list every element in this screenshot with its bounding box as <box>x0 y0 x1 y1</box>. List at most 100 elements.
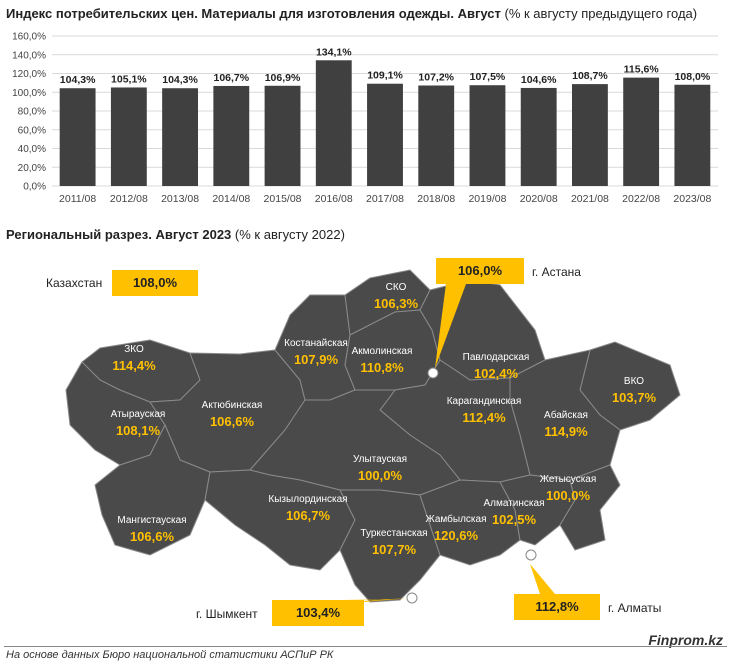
region-name-abay: Абайская <box>544 409 588 421</box>
city-marker-shymkent <box>406 592 418 604</box>
chart-title: Индекс потребительских цен. Материалы дл… <box>6 6 697 21</box>
region-value-vko: 103,7% <box>612 390 657 405</box>
x-tick-label: 2020/08 <box>520 193 558 205</box>
city-label-almaty: г. Алматы <box>608 601 662 615</box>
bar-value-label: 108,7% <box>572 70 608 82</box>
bar <box>674 84 711 186</box>
city-markers <box>342 284 555 604</box>
region-title: Региональный разрез. Август 2023 (% к ав… <box>6 227 345 242</box>
region-value-zko: 114,4% <box>112 358 156 373</box>
region-value-kyzylorda: 106,7% <box>286 508 331 523</box>
brand-logo: Finprom.kz <box>648 632 723 648</box>
x-tick-label: 2017/08 <box>366 193 404 205</box>
region-name-sko: СКО <box>386 282 407 293</box>
region-name-akmola: Акмолинская <box>352 346 413 357</box>
region-value-ulytau: 100,0% <box>358 468 403 483</box>
region-value-karaganda: 112,4% <box>462 410 506 425</box>
region-value-zhambyl: 120,6% <box>434 528 479 543</box>
source-note: На основе данных Бюро национальной стати… <box>6 649 334 661</box>
bar-value-label: 108,0% <box>675 71 711 83</box>
bar <box>418 85 455 186</box>
region-value-pavlodar: 102,4% <box>474 366 519 381</box>
bar-value-label: 106,7% <box>213 72 249 84</box>
y-tick-label: 120,0% <box>12 69 46 80</box>
region-value-almaty-region: 102,5% <box>492 512 537 527</box>
region-name-atyrau: Атырауская <box>111 409 166 420</box>
bar-value-label: 104,3% <box>162 74 198 86</box>
bar-value-label: 115,6% <box>624 64 660 76</box>
bar-value-label: 107,5% <box>470 71 506 83</box>
x-tick-label: 2015/08 <box>264 193 302 205</box>
region-value-sko: 106,3% <box>374 296 419 311</box>
bar <box>571 84 608 186</box>
y-tick-label: 60,0% <box>18 125 46 136</box>
map-regions <box>65 269 681 603</box>
y-tick-label: 140,0% <box>12 50 46 61</box>
region-name-zhambyl: Жамбылская <box>426 513 487 525</box>
region-name-karaganda: Карагандинская <box>447 396 522 407</box>
region-title-bold: Региональный разрез. Август 2023 <box>6 227 232 242</box>
x-tick-label: 2013/08 <box>161 193 199 205</box>
region-title-normal: (% к августу 2022) <box>231 227 345 242</box>
region-value-atyrau: 108,1% <box>116 423 161 438</box>
region-name-zko: ЗКО <box>124 344 144 355</box>
y-tick-label: 20,0% <box>18 163 46 174</box>
callout-pointer-almaty <box>530 564 555 594</box>
x-tick-label: 2018/08 <box>417 193 455 205</box>
chart-title-normal: (% к августу предыдущего года) <box>500 6 698 21</box>
x-tick-label: 2021/08 <box>571 193 609 205</box>
region-name-zhetysu: Жетысуская <box>540 474 597 485</box>
region-shape-turkestan <box>339 489 441 603</box>
region-value-kostanay: 107,9% <box>294 352 339 367</box>
bar-chart: 0,0% 20,0% 40,0% 60,0% 80,0% 100,0% 120,0% 140,… <box>12 32 718 205</box>
city-value-astana: 106,0% <box>436 258 524 284</box>
bar <box>162 88 199 186</box>
x-tick-label: 2012/08 <box>110 193 148 205</box>
bar-value-label: 109,1% <box>367 70 403 82</box>
x-tick-label: 2019/08 <box>468 193 506 205</box>
chart-title-bold: Индекс потребительских цен. Материалы дл… <box>6 6 501 21</box>
bar <box>59 88 96 186</box>
region-shape-zhetysu <box>559 464 621 551</box>
region-value-mangystau: 106,6% <box>130 529 175 544</box>
kazakhstan-value: 108,0% <box>112 270 198 296</box>
region-name-mangystau: Мангистауская <box>117 515 186 526</box>
x-tick-label: 2022/08 <box>622 193 660 205</box>
bar-value-label: 104,6% <box>521 74 557 86</box>
region-name-kyzylorda: Кызылординская <box>268 494 347 505</box>
y-tick-label: 40,0% <box>18 144 46 155</box>
city-value-shymkent: 103,4% <box>272 600 364 626</box>
region-name-kostanay: Костанайская <box>284 338 348 349</box>
city-value-almaty: 112,8% <box>514 594 600 620</box>
x-tick-label: 2016/08 <box>315 193 353 205</box>
city-label-shymkent: г. Шымкент <box>196 607 258 621</box>
bar-value-label: 104,3% <box>60 74 96 86</box>
y-tick-label: 160,0% <box>12 32 46 43</box>
region-name-almaty-region: Алматинская <box>484 498 545 509</box>
city-label-astana: г. Астана <box>532 265 581 279</box>
region-name-ulytau: Улытауская <box>353 454 407 465</box>
region-name-turkestan: Туркестанская <box>360 528 427 539</box>
bar <box>623 77 660 186</box>
x-tick-label: 2014/08 <box>212 193 250 205</box>
footer-divider <box>4 646 727 647</box>
bar-value-label: 105,1% <box>111 73 147 85</box>
bar <box>315 60 352 186</box>
x-tick-label: 2023/08 <box>673 193 711 205</box>
region-value-zhetysu: 100,0% <box>546 488 591 503</box>
region-value-akmola: 110,8% <box>360 360 404 375</box>
y-tick-label: 0,0% <box>23 182 46 193</box>
x-tick-label: 2011/08 <box>59 193 96 205</box>
region-name-vko: ВКО <box>624 376 644 387</box>
region-shape-zhambyl <box>419 479 521 566</box>
city-marker-almaty <box>525 549 537 561</box>
bar-value-label: 134,1% <box>316 46 352 58</box>
kazakhstan-label: Казахстан <box>46 276 103 290</box>
region-value-aktobe: 106,6% <box>210 414 255 429</box>
city-marker-astana <box>427 367 439 379</box>
bar <box>264 85 301 186</box>
y-tick-label: 80,0% <box>18 107 46 118</box>
bar <box>213 85 250 186</box>
region-name-pavlodar: Павлодарская <box>463 352 530 363</box>
bar <box>367 83 403 186</box>
